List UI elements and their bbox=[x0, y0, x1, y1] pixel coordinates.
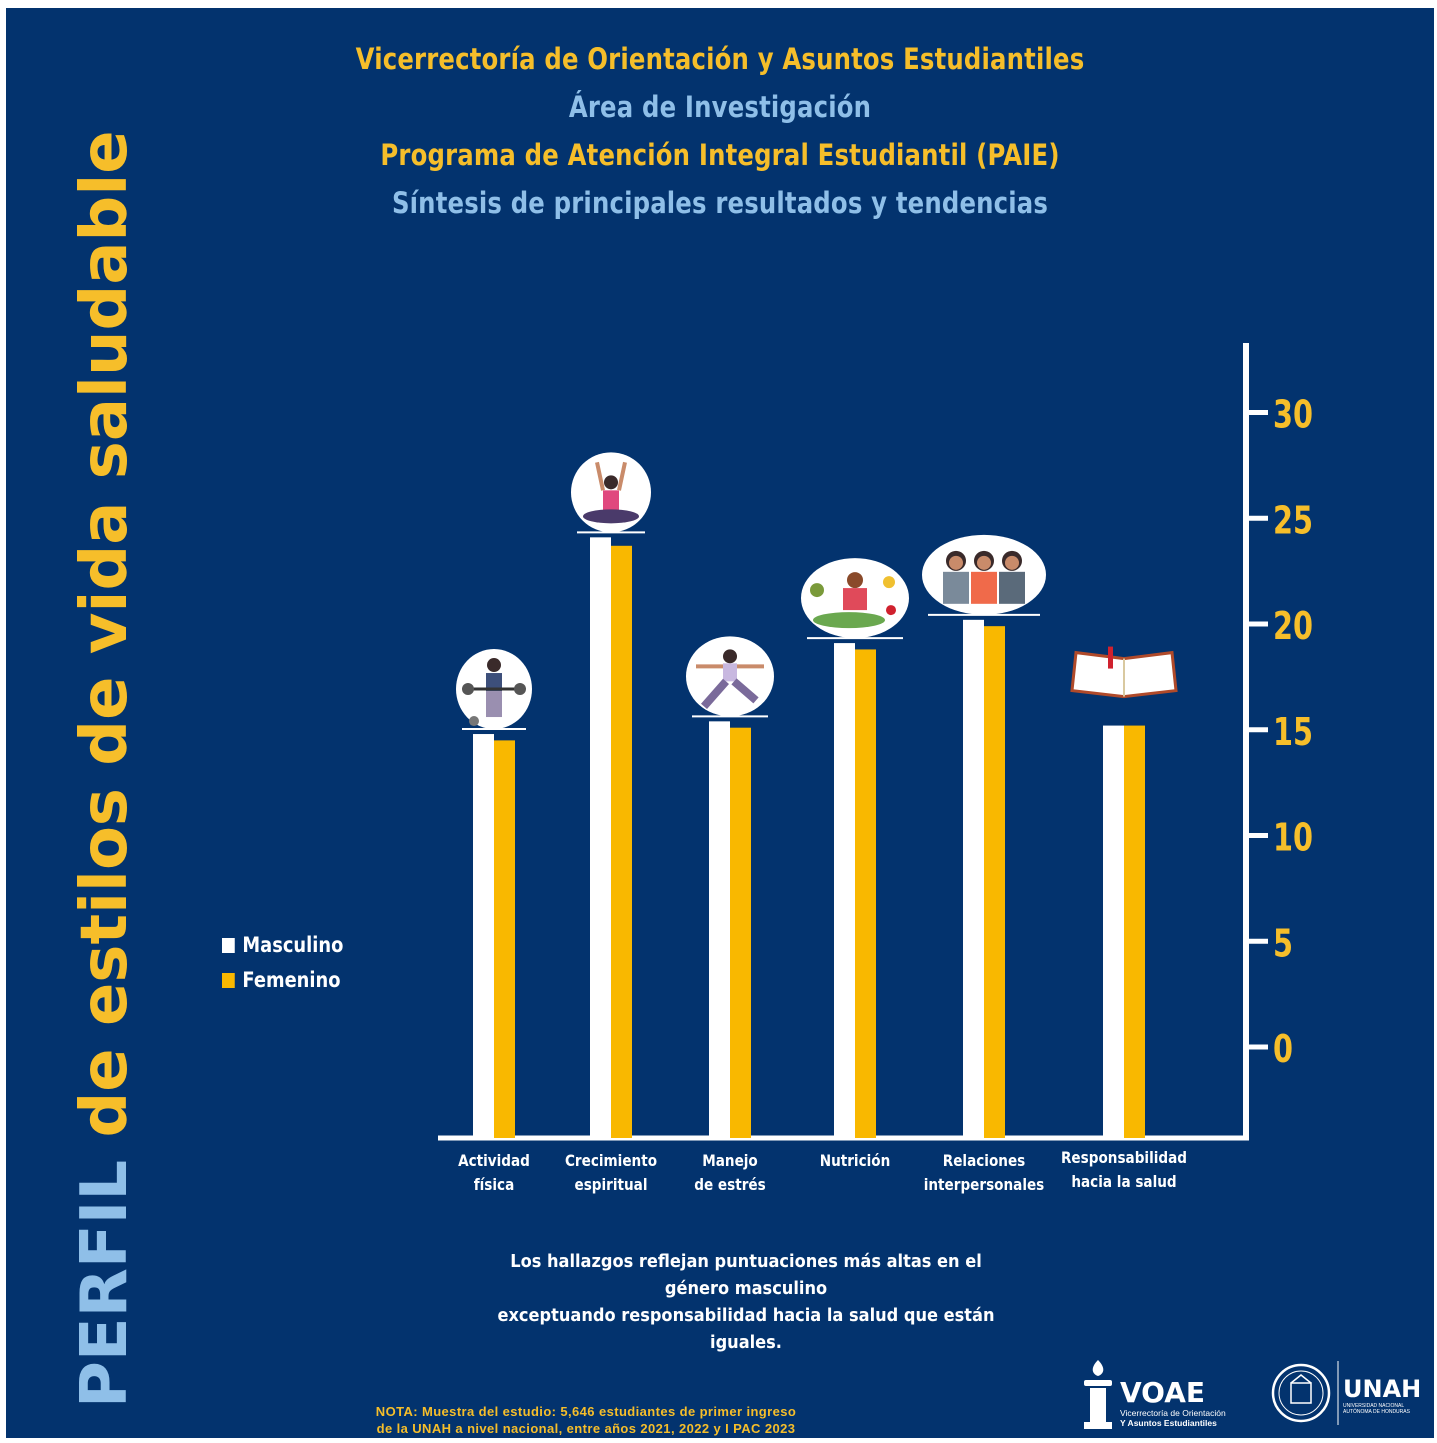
bar-femenino bbox=[855, 649, 876, 1138]
voae-logo: VOAE Vicerrectoría de Orientación Y Asun… bbox=[1084, 1360, 1226, 1429]
meditation-icon bbox=[571, 452, 651, 534]
category-label: Crecimiento bbox=[565, 1152, 657, 1170]
finding-line-2: exceptuando responsabilidad hacia la sal… bbox=[497, 1305, 995, 1353]
y-tick-label: 0 bbox=[1273, 1027, 1293, 1071]
bar-masculino bbox=[473, 734, 494, 1138]
y-tick-label: 30 bbox=[1273, 393, 1313, 437]
legend-femenino: Femenino bbox=[222, 968, 340, 992]
voae-sub-2: Y Asuntos Estudiantiles bbox=[1120, 1418, 1217, 1428]
bar-femenino bbox=[1124, 725, 1145, 1138]
category-label: Nutrición bbox=[820, 1152, 891, 1170]
category-label: espiritual bbox=[574, 1176, 647, 1194]
category-label: física bbox=[474, 1176, 515, 1194]
bar-masculino bbox=[709, 721, 730, 1138]
bar-femenino bbox=[611, 545, 632, 1138]
y-tick-label: 5 bbox=[1273, 921, 1293, 965]
header-line-1: Vicerrectoría de Orientación y Asuntos E… bbox=[355, 42, 1085, 76]
legend-masculino: Masculino bbox=[222, 933, 343, 957]
y-tick-label: 10 bbox=[1273, 816, 1313, 860]
category-label: Actividad bbox=[458, 1152, 530, 1170]
finding-text: Los hallazgos reflejan puntuaciones más … bbox=[446, 1248, 1046, 1356]
y-tick-label: 25 bbox=[1273, 498, 1313, 542]
category-label: interpersonales bbox=[924, 1176, 1045, 1194]
yoga-icon bbox=[686, 636, 774, 718]
bar-chart: 0 5 10 15 20 25 30 Actividad física Crecimiento es… bbox=[438, 343, 1313, 1194]
header-line-4: Síntesis de principales resultados y ten… bbox=[391, 186, 1049, 220]
y-tick-label: 20 bbox=[1273, 604, 1313, 648]
voae-name: VOAE bbox=[1120, 1376, 1205, 1409]
header-line-2: Área de Investigación bbox=[568, 90, 872, 124]
y-tick-label: 15 bbox=[1273, 710, 1313, 754]
healthy-food-icon bbox=[801, 558, 909, 640]
category-label: Manejo bbox=[702, 1152, 758, 1170]
note-line-1: NOTA: Muestra del estudio: 5,646 estudia… bbox=[375, 1404, 797, 1419]
category-label: Responsabilidad bbox=[1061, 1149, 1187, 1167]
header-line-3: Programa de Atención Integral Estudianti… bbox=[380, 138, 1060, 172]
legend-label-masculino: Masculino bbox=[242, 933, 344, 957]
finding-line-1: Los hallazgos reflejan puntuaciones más … bbox=[510, 1251, 982, 1299]
bar-masculino bbox=[1103, 725, 1124, 1138]
note-line-2: de la UNAH a nivel nacional, entre años … bbox=[376, 1421, 796, 1436]
bar-masculino bbox=[834, 643, 855, 1138]
poster: Vicerrectoría de Orientación y Asuntos E… bbox=[6, 8, 1434, 1438]
category-label: hacia la salud bbox=[1071, 1173, 1176, 1191]
unah-logo: UNAH UNIVERSIDAD NACIONAL AUTÓNOMA DE HO… bbox=[1271, 1361, 1421, 1425]
bar-femenino bbox=[494, 740, 515, 1138]
weightlifting-icon bbox=[456, 649, 532, 731]
unah-sub-2: AUTÓNOMA DE HONDURAS bbox=[1343, 1408, 1411, 1415]
sample-note: NOTA: Muestra del estudio: 5,646 estudia… bbox=[326, 1403, 846, 1437]
legend-swatch-masculino bbox=[222, 938, 235, 953]
bar-femenino bbox=[984, 626, 1005, 1138]
voae-sub-1: Vicerrectoría de Orientación bbox=[1120, 1408, 1226, 1418]
people-group-icon bbox=[922, 534, 1046, 616]
legend-label-femenino: Femenino bbox=[242, 968, 341, 992]
unah-sub-1: UNIVERSIDAD NACIONAL bbox=[1343, 1403, 1404, 1409]
bar-masculino bbox=[963, 619, 984, 1138]
bar-femenino bbox=[730, 727, 751, 1138]
category-label: Relaciones bbox=[943, 1152, 1026, 1170]
unah-seal-icon bbox=[1271, 1363, 1331, 1423]
category-label: de estrés bbox=[694, 1176, 766, 1194]
bar-masculino bbox=[590, 537, 611, 1138]
legend-swatch-femenino bbox=[222, 973, 235, 988]
unah-name: UNAH bbox=[1343, 1375, 1421, 1403]
book-icon bbox=[1070, 646, 1178, 699]
torch-pillar-icon bbox=[1084, 1360, 1112, 1429]
